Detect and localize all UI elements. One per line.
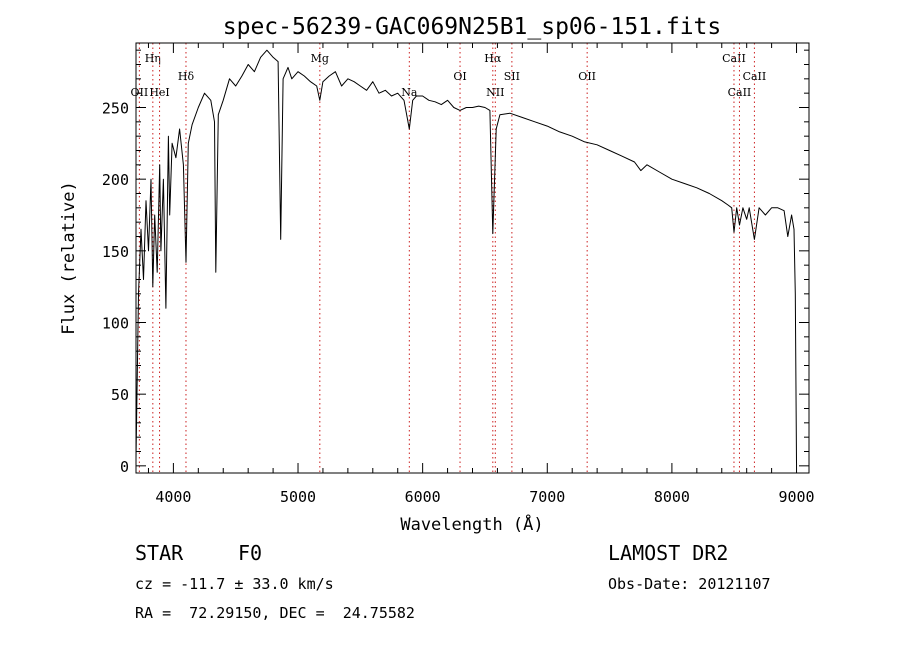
y-tick-label: 100 [102,315,129,333]
marker-label: Hη [145,52,161,65]
x-tick-label: 8000 [654,488,690,506]
redshift-cz: cz = -11.7 ± 33.0 km/s [135,575,334,593]
x-tick-label: 6000 [405,488,441,506]
spectral-subclass: F0 [238,541,263,565]
marker-label: OII [578,70,596,83]
marker-label: Na [401,86,418,99]
x-tick-label: 5000 [280,488,316,506]
y-axis-label: Flux (relative) [59,181,79,335]
coordinates: RA = 72.29150, DEC = 24.75582 [135,604,415,622]
x-axis-label: Wavelength (Å) [400,513,543,535]
y-axis: 0 50 100 150 200 250 [102,49,809,476]
marker-label: HeI [149,86,169,99]
marker-label: OI [453,70,466,83]
chart-title: spec-56239-GAC069N25B1_sp06-151.fits [223,14,722,40]
y-tick-label: 200 [102,171,129,189]
y-tick-label: 50 [111,386,129,404]
marker-label: Mg [311,52,329,65]
spectrum-line-group [135,49,797,464]
observation-date: Obs-Date: 20121107 [608,575,771,593]
marker-label: Hα [484,52,502,65]
marker-label: CaII [728,86,752,99]
marker-label: CaII [722,52,746,65]
x-tick-label: 4000 [155,488,191,506]
object-class: STAR [135,541,184,565]
y-tick-label: 0 [120,458,129,476]
spectrum-chart: spec-56239-GAC069N25B1_sp06-151.fits Hη O… [59,14,815,535]
spectrum-line [135,49,797,464]
marker-label: NII [486,86,504,99]
survey-name: LAMOST DR2 [608,541,729,565]
marker-label: Hδ [178,70,195,83]
x-axis: 4000 5000 6000 7000 8000 9000 [147,43,815,506]
marker-label: OII [131,86,149,99]
x-tick-label: 7000 [529,488,565,506]
marker-label: SII [504,70,520,83]
x-tick-label: 9000 [778,488,814,506]
y-tick-label: 150 [102,243,129,261]
marker-label: CaII [743,70,767,83]
y-tick-label: 250 [102,100,129,118]
